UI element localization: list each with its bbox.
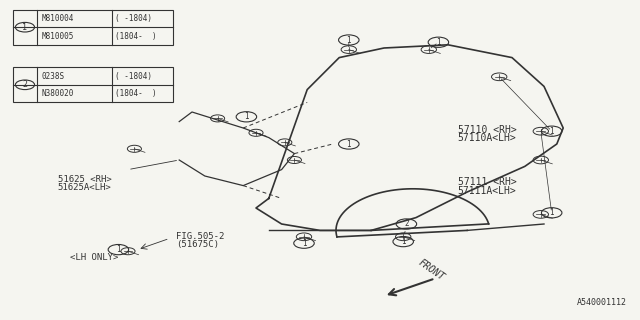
Text: (51675C): (51675C) — [176, 240, 219, 249]
Text: (1804-  ): (1804- ) — [115, 31, 157, 41]
Text: 1: 1 — [401, 237, 406, 246]
Text: N380020: N380020 — [42, 89, 74, 98]
Text: 57111 <RH>: 57111 <RH> — [458, 177, 516, 188]
Text: A540001112: A540001112 — [577, 298, 627, 307]
Text: 57110A<LH>: 57110A<LH> — [458, 133, 516, 143]
Text: ( -1804): ( -1804) — [115, 71, 152, 81]
Text: 0238S: 0238S — [42, 71, 65, 81]
Text: FIG.505-2: FIG.505-2 — [176, 232, 225, 241]
Text: ( -1804): ( -1804) — [115, 14, 152, 23]
Text: 1: 1 — [436, 38, 441, 47]
Text: 2: 2 — [404, 220, 409, 228]
Text: 1: 1 — [116, 245, 121, 254]
Text: 1: 1 — [549, 208, 554, 217]
Text: 1: 1 — [549, 127, 554, 136]
Text: <LH ONLY>: <LH ONLY> — [70, 253, 119, 262]
Text: 1: 1 — [22, 23, 28, 32]
Text: 57111A<LH>: 57111A<LH> — [458, 186, 516, 196]
Text: 1: 1 — [301, 239, 307, 248]
Text: FRONT: FRONT — [416, 258, 446, 283]
Text: 1: 1 — [346, 140, 351, 148]
Text: 2: 2 — [22, 80, 28, 89]
Text: (1804-  ): (1804- ) — [115, 89, 157, 98]
Text: 51625 <RH>: 51625 <RH> — [58, 175, 111, 184]
Text: M810004: M810004 — [42, 14, 74, 23]
Text: 51625A<LH>: 51625A<LH> — [58, 183, 111, 192]
Text: M810005: M810005 — [42, 31, 74, 41]
Text: 1: 1 — [346, 36, 351, 44]
Text: 1: 1 — [244, 112, 249, 121]
Text: 57110 <RH>: 57110 <RH> — [458, 124, 516, 135]
